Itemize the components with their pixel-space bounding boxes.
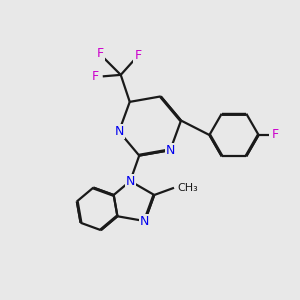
Text: N: N [166,144,175,157]
Text: F: F [134,49,141,62]
Text: F: F [92,70,99,83]
Text: F: F [272,128,279,142]
Text: N: N [140,214,149,228]
Text: N: N [125,175,135,188]
Text: CH₃: CH₃ [178,183,198,193]
Text: N: N [114,125,124,138]
Text: F: F [97,47,104,60]
